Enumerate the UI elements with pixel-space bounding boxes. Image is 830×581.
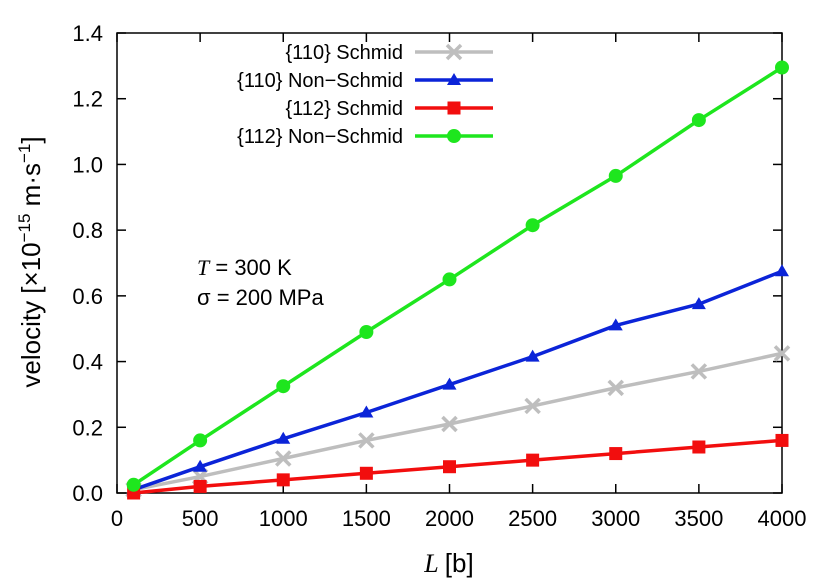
legend-swatch-marker bbox=[445, 43, 463, 61]
x-tick-label: 1500 bbox=[342, 506, 391, 531]
legend-label: {110} Schmid bbox=[286, 42, 404, 64]
data-point bbox=[275, 450, 292, 467]
series-layer bbox=[125, 60, 791, 500]
svg-text:velocity [×10−15 m·s−1]: velocity [×10−15 m·s−1] bbox=[15, 136, 46, 387]
svg-text:σ = 200 MPa: σ = 200 MPa bbox=[197, 285, 324, 310]
data-point bbox=[441, 415, 458, 433]
annotation-temperature-var: T bbox=[197, 255, 211, 280]
series-3 bbox=[126, 60, 789, 492]
series-2 bbox=[127, 433, 789, 500]
data-point bbox=[526, 453, 540, 467]
data-point bbox=[193, 479, 207, 493]
data-point bbox=[276, 379, 291, 394]
annotation-stress-var: σ bbox=[197, 285, 211, 310]
y-tick-label: 0.2 bbox=[72, 415, 103, 440]
x-tick-label: 0 bbox=[111, 506, 123, 531]
data-point bbox=[193, 459, 208, 472]
legend-label: {112} Non−Schmid bbox=[237, 126, 403, 148]
x-tick-label: 2000 bbox=[425, 506, 474, 531]
y-axis-prefix: velocity [×10 bbox=[16, 242, 46, 387]
legend-label: {110} Non−Schmid bbox=[237, 70, 403, 92]
x-axis-unit: [b] bbox=[445, 548, 474, 578]
data-point bbox=[691, 113, 706, 128]
x-tick-label: 3000 bbox=[591, 506, 640, 531]
data-point bbox=[193, 433, 208, 448]
legend-entry-2: {112} Schmid bbox=[286, 98, 493, 120]
svg-text:T = 300 K: T = 300 K bbox=[197, 255, 292, 280]
x-tick-label: 3500 bbox=[674, 506, 723, 531]
data-point bbox=[442, 377, 457, 390]
svg-text:L[b]: L [b] bbox=[423, 548, 473, 578]
legend-entry-1: {110} Non−Schmid bbox=[237, 70, 493, 92]
data-point bbox=[692, 440, 706, 454]
axes: 0 500 1000 1500 2000 2500 3000 3500 4000 0.0 0.2 0.… bbox=[72, 21, 806, 531]
data-point bbox=[607, 379, 624, 397]
y-axis-exp2: −1 bbox=[15, 144, 34, 163]
data-point bbox=[442, 272, 457, 287]
legend-entry-3: {112} Non−Schmid bbox=[237, 126, 493, 148]
x-axis-title: L [b] bbox=[423, 548, 473, 578]
data-point bbox=[690, 363, 708, 380]
legend-swatch-marker bbox=[447, 101, 461, 115]
data-point bbox=[276, 473, 290, 487]
data-point bbox=[691, 297, 706, 310]
data-point bbox=[525, 349, 540, 362]
data-point bbox=[276, 431, 291, 444]
y-axis-title: velocity [×10−15 m·s−1] bbox=[15, 136, 46, 387]
legend: {110} Schmid {110} Non−Schmid {112} Schmid… bbox=[237, 42, 493, 148]
annotation-temperature-text: = 300 K bbox=[209, 255, 292, 280]
data-point bbox=[359, 405, 374, 418]
annotation-stress-text: = 200 MPa bbox=[211, 285, 325, 310]
annotation-stress: σ = 200 MPa bbox=[197, 285, 324, 310]
y-tick-label: 1.0 bbox=[72, 152, 103, 177]
data-point bbox=[775, 433, 789, 447]
data-point bbox=[126, 477, 141, 492]
data-point bbox=[775, 60, 789, 75]
data-point bbox=[775, 264, 789, 277]
data-point bbox=[525, 218, 540, 233]
data-point bbox=[609, 447, 623, 461]
x-tick-label: 2500 bbox=[508, 506, 557, 531]
data-point bbox=[358, 432, 375, 449]
x-axis-var: L bbox=[423, 549, 438, 578]
annotation-temperature: T = 300 K bbox=[197, 255, 292, 280]
y-axis-mid: m·s bbox=[16, 163, 46, 214]
y-tick-label: 1.4 bbox=[72, 21, 103, 46]
y-tick-label: 0.4 bbox=[72, 350, 103, 375]
data-point bbox=[608, 168, 623, 183]
y-axis-suffix: ] bbox=[16, 136, 46, 143]
legend-swatch-marker bbox=[447, 73, 461, 85]
data-point bbox=[773, 345, 791, 362]
data-point bbox=[359, 466, 373, 480]
x-tick-label: 4000 bbox=[758, 506, 807, 531]
legend-label: {112} Schmid bbox=[286, 98, 404, 120]
y-axis-exp1: −15 bbox=[15, 214, 34, 243]
y-tick-label: 1.2 bbox=[72, 87, 103, 112]
series-line bbox=[133, 438, 783, 495]
x-tick-label: 1000 bbox=[259, 506, 308, 531]
data-point bbox=[443, 460, 456, 474]
y-tick-label: 0.6 bbox=[72, 284, 103, 309]
y-tick-label: 0.0 bbox=[72, 481, 103, 506]
legend-entry-0: {110} Schmid bbox=[286, 42, 493, 64]
x-tick-label: 500 bbox=[182, 506, 219, 531]
data-point bbox=[359, 325, 374, 339]
data-point bbox=[524, 397, 541, 415]
legend-swatch-marker bbox=[447, 129, 461, 143]
y-tick-label: 0.8 bbox=[72, 218, 103, 243]
data-point bbox=[608, 318, 623, 331]
